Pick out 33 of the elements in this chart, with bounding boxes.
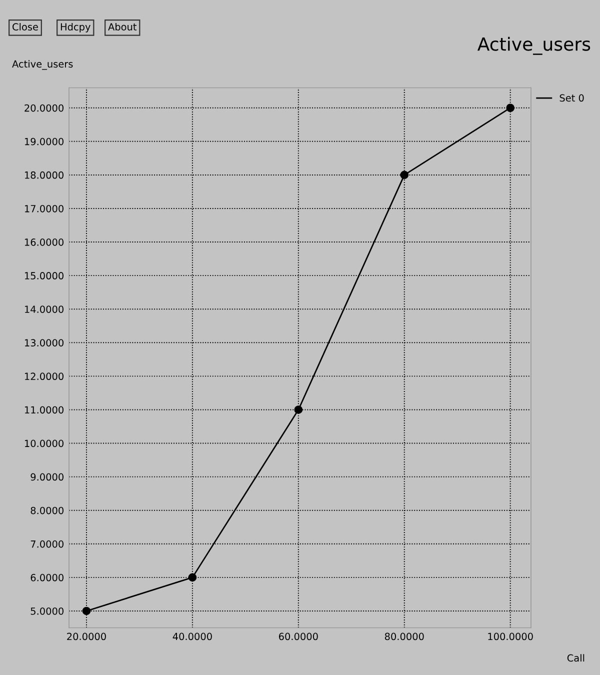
y-tick-label: 15.0000	[25, 272, 64, 280]
y-tick-label: 11.0000	[25, 406, 64, 414]
y-tick-label: 6.0000	[30, 574, 64, 582]
y-tick-label: 9.0000	[30, 473, 64, 481]
x-tick-label: 60.0000	[278, 632, 318, 640]
text: Hdcpy	[60, 22, 90, 32]
y-tick-label: 18.0000	[25, 171, 64, 179]
text: Close	[12, 22, 38, 31]
text: About	[108, 22, 137, 31]
point	[400, 170, 409, 180]
point	[506, 104, 515, 112]
x-tick-label: 80.0000	[384, 632, 424, 640]
legend-label: Set 0	[560, 94, 584, 102]
y-tick-label: 10.0000	[25, 440, 64, 448]
y-tick-label: 16.0000	[25, 238, 64, 246]
y-tick-label: 19.0000	[25, 138, 64, 146]
point	[82, 606, 91, 616]
point	[188, 573, 197, 582]
y-tick-label: 5.0000	[30, 607, 64, 615]
chart-title: Active_users	[477, 36, 590, 55]
x-tick-label: 20.0000	[67, 632, 106, 640]
y-tick-label: 7.0000	[30, 540, 64, 548]
point	[294, 406, 303, 414]
y-tick-label: 13.0000	[25, 339, 64, 346]
y-tick-label: 20.0000	[24, 104, 64, 112]
x-tick-label: 100.0000	[488, 632, 533, 640]
y-tick-label: 14.0000	[25, 306, 64, 313]
y-tick-label: 8.0000	[30, 506, 64, 514]
x-tick-label: 40.0000	[172, 632, 212, 640]
y-tick-label: 17.0000	[25, 204, 64, 212]
y-axis-title: Active_users	[12, 60, 73, 70]
x-axis-title: Call	[567, 654, 584, 662]
y-tick-label: 12.0000	[25, 372, 64, 380]
